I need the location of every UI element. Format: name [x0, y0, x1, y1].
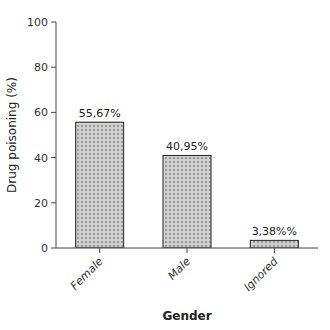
data-label: 55,67%	[79, 107, 121, 120]
data-label: 3,38%%	[252, 225, 297, 238]
chart-container: 0 20 40 60 80 100 55,67% 40,95% 3,38%% Female Male…	[0, 0, 330, 330]
x-tick	[187, 248, 188, 253]
y-tick	[51, 22, 56, 23]
y-tick-label: 0	[41, 242, 48, 255]
y-tick-label: 60	[34, 106, 48, 119]
bars	[76, 122, 299, 248]
data-label: 40,95%	[166, 140, 208, 153]
y-tick	[51, 157, 56, 158]
y-axis-title: Drug poisoning (%)	[5, 77, 19, 193]
y-tick-label: 40	[34, 152, 48, 165]
x-tick-label: Female	[68, 255, 106, 293]
x-axis-title: Gender	[162, 309, 211, 323]
y-tick	[51, 202, 56, 203]
y-axis: 0 20 40 60 80 100	[27, 16, 56, 255]
x-tick-label: Male	[165, 255, 193, 283]
y-tick-label: 20	[34, 197, 48, 210]
data-labels: 55,67% 40,95% 3,38%%	[79, 107, 297, 238]
y-axis-line	[56, 22, 57, 248]
y-tick-label: 80	[34, 61, 48, 74]
y-tick	[51, 248, 56, 249]
bar	[163, 155, 211, 248]
y-tick	[51, 67, 56, 68]
bar	[76, 122, 124, 248]
chart-svg: 0 20 40 60 80 100 55,67% 40,95% 3,38%% Female Male…	[0, 0, 330, 330]
x-axis: Female Male Ignored	[56, 248, 318, 294]
y-tick	[51, 112, 56, 113]
x-tick	[274, 248, 275, 253]
y-tick-label: 100	[27, 16, 48, 29]
x-tick	[99, 248, 100, 253]
x-tick-label: Ignored	[241, 254, 281, 294]
bar	[250, 240, 298, 248]
